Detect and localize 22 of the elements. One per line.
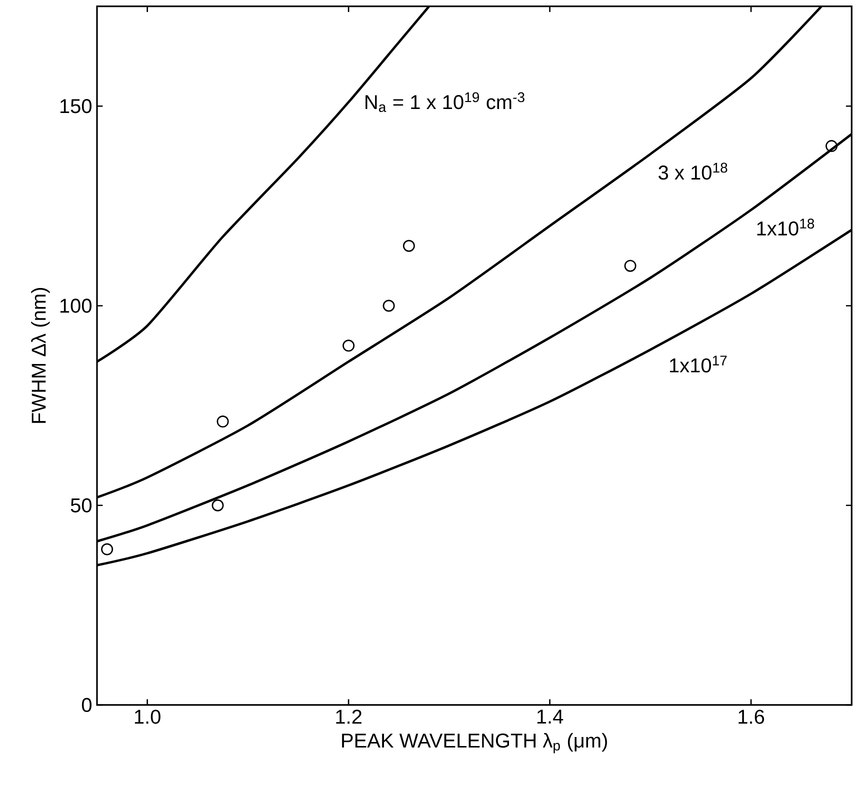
point [624,260,636,272]
y-tick-label: 50 [70,498,92,512]
series-label: 1x10$^{18}$ [757,218,814,236]
x-tick-label: 1.6 [738,710,764,724]
point [402,240,415,252]
point [101,543,114,556]
x-tick-label: 1.4 [537,710,564,724]
y-tick-label: 0 [82,698,92,712]
point [382,300,395,312]
series-label: 3 x 10$^{18}$ [658,162,728,180]
x-tick-label: 1.0 [134,710,160,724]
x-axis-title: PEAK WAVELENGTH λ$_{p}$ (μm) [342,733,607,754]
x-tick-label: 1.2 [336,710,362,724]
y-tick-label: 150 [60,99,92,114]
point [212,499,224,512]
series-label: N$_{a}$ = 1 x 10$^{19}$ cm$^{-3}$ [366,92,524,112]
y-tick-label: 100 [60,298,92,313]
y-axis-title: FWHM Δλ (nm) [31,288,50,423]
point [216,416,229,428]
series-label: 1x10$^{17}$ [670,356,727,372]
point [826,140,838,152]
point [342,340,355,352]
